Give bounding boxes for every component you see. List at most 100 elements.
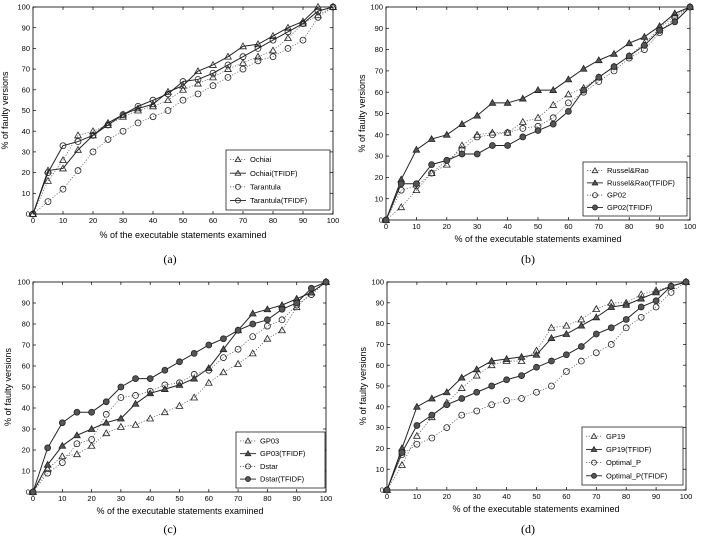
y-tick-label: 30: [22, 425, 30, 434]
data-point: [220, 354, 227, 361]
data-point: [656, 27, 663, 34]
x-axis-label: % of the executable statements examined: [452, 504, 619, 514]
data-point: [102, 398, 110, 406]
data-point: [607, 341, 615, 348]
legend-marker: [244, 450, 252, 457]
data-point: [412, 431, 421, 439]
data-point: [175, 380, 184, 388]
y-tick-label: 10: [376, 465, 384, 474]
legend-entry: GP19(TFIDF): [606, 445, 652, 454]
legend-marker: [591, 472, 597, 479]
x-tick-label: 0: [31, 216, 35, 225]
data-point: [263, 305, 272, 313]
legend-box: [225, 149, 331, 211]
y-tick-label: 100: [370, 3, 383, 12]
legend-marker: [245, 463, 251, 470]
x-axis-label: % of the executable statements examined: [96, 506, 263, 516]
data-point: [44, 198, 52, 205]
legend-marker: [592, 204, 598, 211]
x-tick-label: 70: [595, 222, 603, 231]
x-tick-label: 30: [119, 216, 127, 225]
data-point: [322, 278, 330, 286]
y-tick-label: 20: [22, 446, 30, 455]
y-tick-label: 40: [22, 404, 30, 413]
data-point: [671, 18, 679, 26]
data-point: [87, 441, 96, 449]
data-point: [592, 349, 600, 357]
data-point: [595, 73, 603, 81]
y-axis-label: % of faulty versions: [357, 74, 367, 153]
data-point: [637, 313, 645, 321]
data-point: [637, 303, 645, 311]
legend-entry: Tarantula(TFIDF): [250, 196, 308, 205]
data-point: [176, 379, 183, 387]
data-point: [254, 52, 262, 60]
data-point: [74, 131, 82, 139]
data-point: [102, 418, 111, 426]
data-point: [443, 156, 451, 164]
data-point: [564, 90, 573, 98]
series-line: [386, 281, 687, 491]
panel-label: (a): [163, 252, 176, 266]
legend-marker: [591, 179, 599, 186]
data-point: [564, 75, 573, 83]
data-point: [284, 45, 292, 52]
data-point: [610, 63, 618, 71]
y-tick-label: 100: [17, 278, 30, 287]
data-point: [209, 60, 217, 68]
data-point: [652, 297, 660, 305]
legend-entry: GP03: [260, 437, 279, 446]
legend-entry: GP03(TFIDF): [260, 449, 306, 458]
data-point: [278, 316, 286, 324]
x-tick-label: 60: [564, 222, 572, 231]
y-axis-label: % of faulty versions: [358, 346, 368, 425]
data-point: [592, 304, 601, 312]
legend-marker: [235, 183, 241, 190]
data-point: [190, 393, 199, 401]
x-tick-label: 80: [622, 492, 630, 501]
data-point: [239, 65, 247, 73]
data-point: [209, 69, 217, 77]
x-tick-label: 10: [59, 216, 67, 225]
data-point: [577, 343, 585, 350]
y-tick-label: 90: [22, 23, 30, 32]
y-tick-label: 10: [375, 194, 383, 203]
x-tick-label: 100: [327, 216, 340, 225]
y-tick-label: 50: [376, 382, 384, 391]
data-point: [119, 127, 127, 135]
data-point: [29, 210, 37, 218]
data-point: [224, 74, 232, 81]
data-point: [254, 57, 262, 65]
data-point: [487, 361, 496, 369]
x-tick-label: 80: [263, 494, 271, 503]
data-point: [580, 86, 587, 94]
data-point: [104, 121, 112, 129]
legend-entry: Russel&Rao: [607, 166, 649, 175]
data-point: [132, 392, 139, 399]
data-point: [146, 389, 155, 397]
data-point: [458, 120, 466, 128]
data-point: [269, 36, 277, 44]
data-point: [577, 321, 586, 329]
data-point: [117, 394, 125, 401]
data-point: [625, 39, 634, 47]
x-tick-label: 100: [684, 222, 697, 231]
y-tick-label: 80: [22, 44, 30, 53]
data-point: [329, 3, 337, 11]
data-point: [637, 294, 646, 302]
data-point: [517, 356, 526, 364]
data-point: [194, 90, 202, 98]
data-point: [565, 99, 572, 107]
data-point: [254, 40, 262, 48]
y-tick-label: 0: [26, 210, 30, 219]
data-point: [503, 98, 512, 106]
data-point: [549, 120, 557, 128]
data-point: [146, 414, 155, 422]
data-point: [549, 114, 557, 122]
x-tick-label: 90: [299, 216, 307, 225]
data-point: [44, 469, 52, 477]
y-tick-label: 90: [22, 299, 30, 308]
data-point: [547, 334, 556, 342]
data-point: [88, 436, 95, 443]
legend-entry: Ochiai: [250, 155, 272, 164]
